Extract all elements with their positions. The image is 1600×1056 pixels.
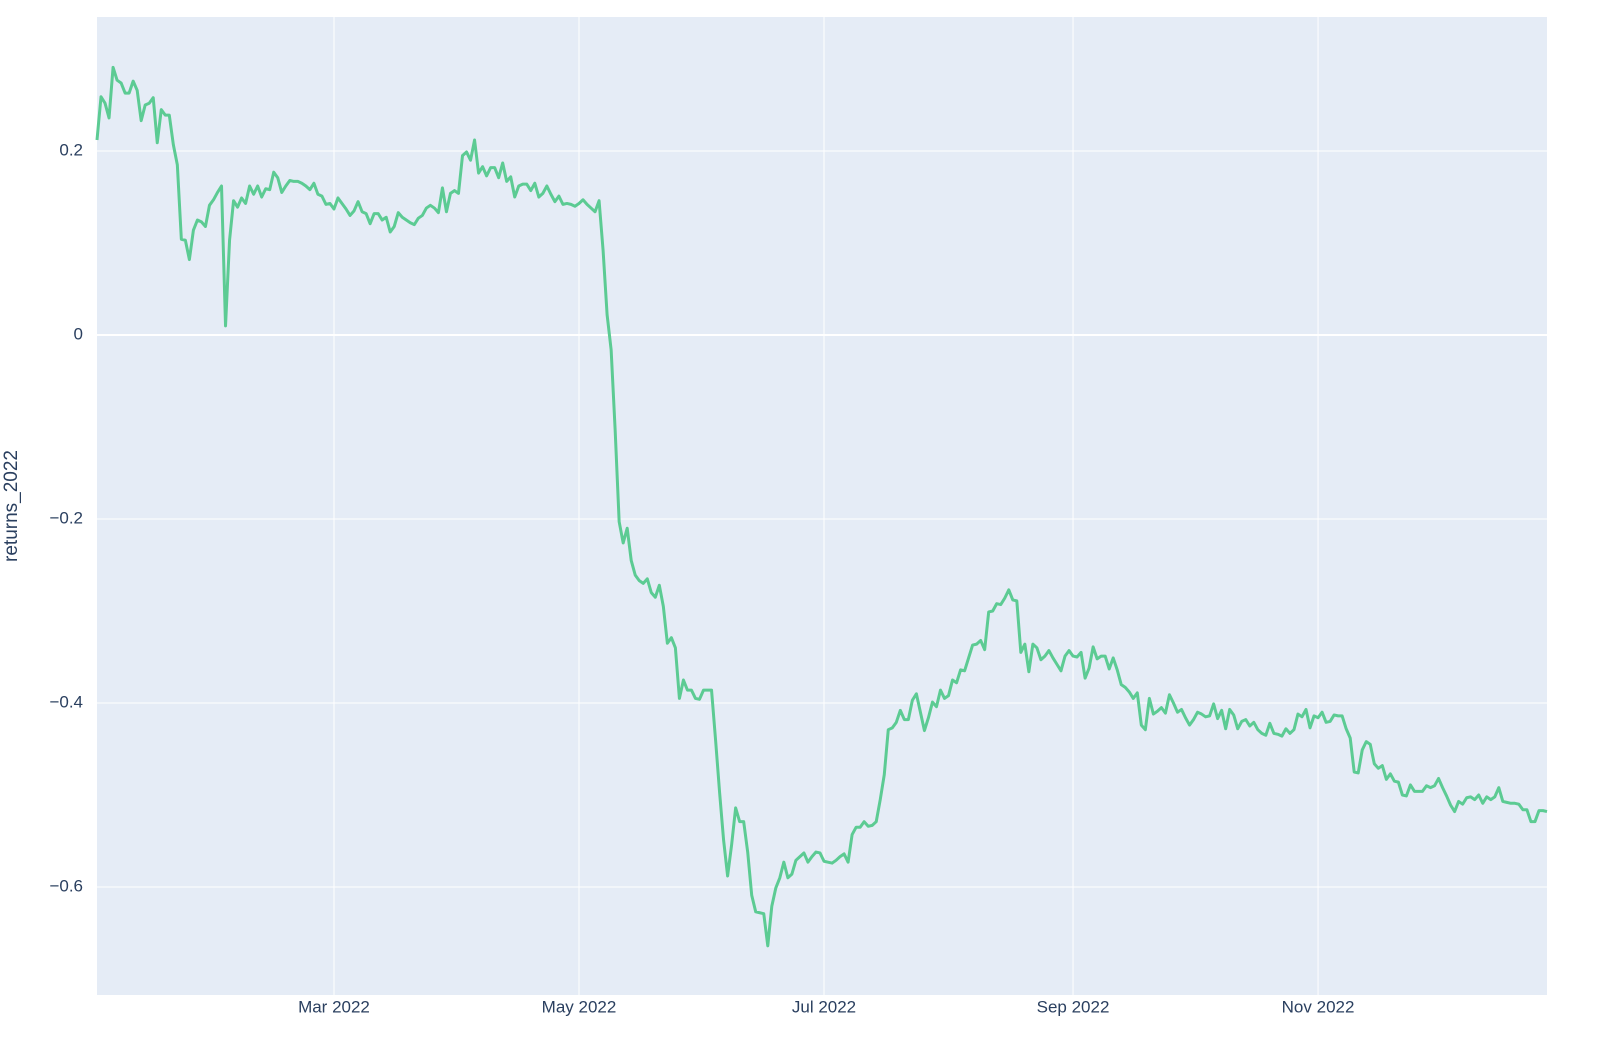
- y-tick-label: −0.6: [49, 876, 83, 895]
- plot-area: [97, 17, 1547, 995]
- y-tick-label: 0: [74, 325, 83, 344]
- y-axis-title: returns_2022: [1, 450, 22, 562]
- x-tick-label: Sep 2022: [1037, 997, 1110, 1016]
- y-tick-label: −0.2: [49, 509, 83, 528]
- x-tick-label: Nov 2022: [1282, 997, 1355, 1016]
- x-tick-label: May 2022: [542, 997, 617, 1016]
- y-tick-label: 0.2: [59, 141, 83, 160]
- x-tick-label: Mar 2022: [298, 997, 370, 1016]
- line-series: [95, 65, 1548, 948]
- y-tick-label: −0.4: [49, 692, 83, 711]
- x-tick-label: Jul 2022: [792, 997, 856, 1016]
